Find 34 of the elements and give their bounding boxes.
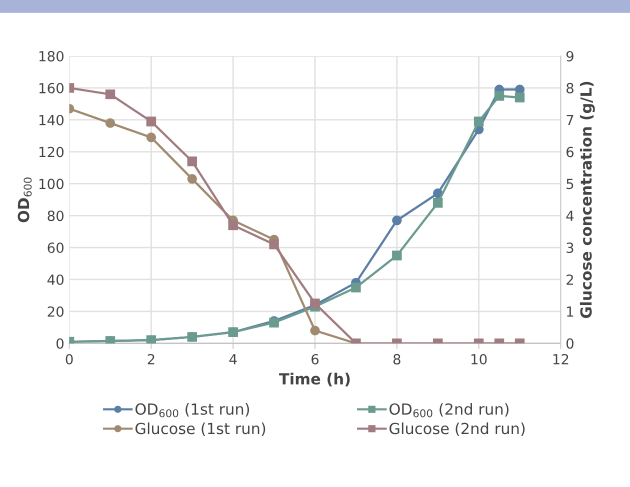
x-tick-label: 0: [66, 354, 73, 365]
y2-axis-title: Glucose concentration (g/L): [580, 82, 595, 318]
x-tick-label: 4: [229, 354, 237, 364]
y-tick-label: 100: [39, 178, 64, 190]
y-tick-label: 160: [39, 82, 64, 94]
legend-label: Glucose (1st run): [135, 422, 266, 436]
x-axis-title: Time (h): [279, 372, 350, 386]
legend-label: Glucose (2nd run): [390, 422, 525, 436]
y2-tick-label: 9: [566, 50, 574, 62]
y-tick-label: 0: [56, 338, 64, 349]
y2-tick-label: 5: [566, 178, 574, 190]
y2-tick-label: 2: [566, 274, 574, 285]
y-tick-label: 180: [39, 50, 64, 62]
y-tick-label: 40: [47, 274, 64, 285]
y2-tick-label: 0: [566, 338, 574, 349]
x-tick-label: 12: [553, 354, 568, 364]
y-tick-label: 60: [48, 242, 64, 254]
x-tick-label: 6: [312, 354, 319, 365]
y2-tick-label: 6: [566, 146, 574, 158]
y2-tick-label: 4: [566, 210, 574, 221]
y2-tick-label: 1: [567, 306, 574, 317]
x-tick-label: 8: [393, 354, 400, 365]
y-axis-title: OD$_{600}$: [18, 178, 32, 222]
legend-label: OD$_{600}$ (2nd run): [390, 403, 509, 418]
x-tick-label: 10: [471, 354, 487, 365]
y2-tick-label: 8: [566, 82, 574, 94]
x-tick-label: 2: [148, 354, 154, 364]
y2-tick-label: 3: [566, 242, 574, 254]
y-tick-label: 80: [48, 210, 64, 222]
y-tick-label: 20: [48, 306, 64, 317]
y-tick-label: 140: [39, 114, 64, 126]
y-tick-label: 120: [39, 146, 64, 158]
legend-label: OD$_{600}$ (1st run): [135, 403, 250, 418]
y2-tick-label: 7: [566, 115, 574, 126]
